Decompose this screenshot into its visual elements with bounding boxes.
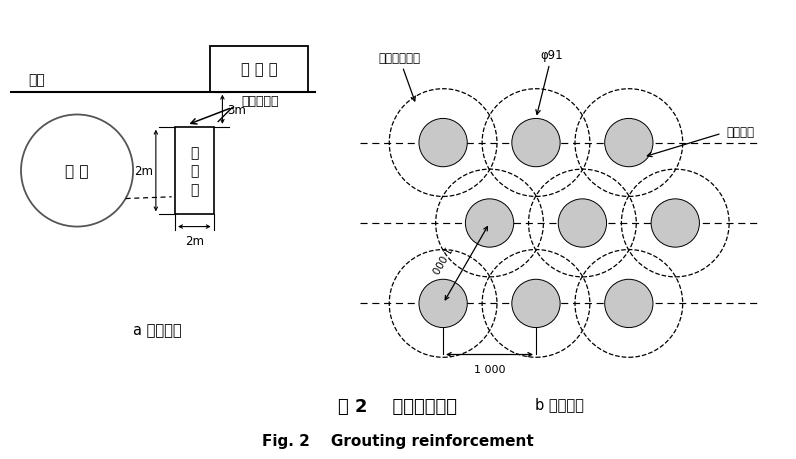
Text: 1 000: 1 000 [429, 244, 452, 274]
Text: 2m: 2m [134, 165, 153, 178]
Bar [210, 47, 308, 93]
Circle shape [419, 119, 467, 168]
Text: φ91: φ91 [536, 49, 564, 115]
Text: Fig. 2    Grouting reinforcement: Fig. 2 Grouting reinforcement [262, 433, 534, 448]
Text: 隧 道: 隧 道 [65, 164, 89, 179]
Circle shape [605, 119, 653, 168]
Text: a 加固区域: a 加固区域 [133, 323, 182, 338]
Text: 1 000: 1 000 [474, 364, 505, 374]
Text: 注浆孔位: 注浆孔位 [727, 126, 755, 139]
Circle shape [558, 199, 607, 247]
Circle shape [419, 280, 467, 328]
Text: 推进影响线: 推进影响线 [241, 95, 279, 108]
Text: 2m: 2m [185, 234, 204, 247]
Circle shape [466, 199, 513, 247]
Circle shape [512, 280, 560, 328]
Text: 图 2    注浆加固示意: 图 2 注浆加固示意 [338, 397, 458, 415]
Text: 单孔影响范围: 单孔影响范围 [378, 51, 420, 102]
Text: 加
固
体: 加 固 体 [190, 146, 198, 196]
Text: 建 筑 物: 建 筑 物 [241, 62, 278, 77]
Circle shape [512, 119, 560, 168]
Text: b 孔位布置: b 孔位布置 [535, 397, 583, 411]
Text: 地表: 地表 [28, 73, 45, 87]
Bar [175, 128, 213, 215]
Text: 3m: 3m [228, 104, 247, 117]
Circle shape [651, 199, 700, 247]
Circle shape [605, 280, 653, 328]
